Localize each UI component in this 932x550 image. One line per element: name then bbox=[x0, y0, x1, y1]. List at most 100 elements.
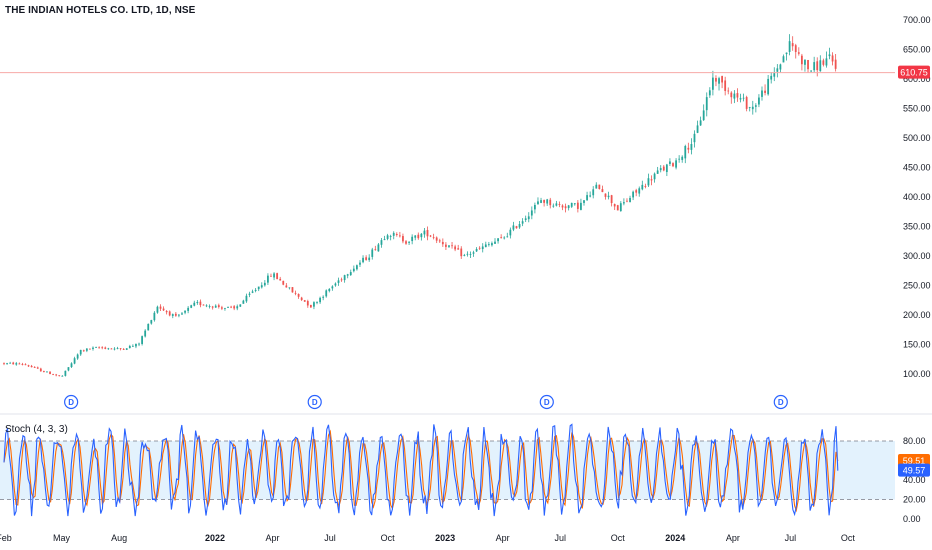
candle-body bbox=[813, 62, 816, 71]
candle-body bbox=[356, 265, 358, 270]
candle-body bbox=[512, 225, 515, 230]
candle-body bbox=[300, 297, 303, 301]
candle-body bbox=[276, 273, 279, 280]
time-tick-label: 2023 bbox=[435, 533, 455, 543]
time-tick-label: Aug bbox=[111, 533, 127, 543]
candle-body bbox=[211, 306, 214, 308]
candle-body bbox=[589, 195, 592, 197]
candle-body bbox=[475, 249, 478, 252]
candle-body bbox=[110, 348, 113, 350]
candle-body bbox=[135, 344, 137, 347]
candle-body bbox=[119, 348, 122, 350]
candle-body bbox=[196, 302, 199, 304]
candle-body bbox=[55, 374, 58, 376]
price-tick-label: 200.00 bbox=[903, 310, 931, 320]
last-price-tag-bg bbox=[898, 65, 930, 79]
candle-body bbox=[705, 97, 708, 111]
candle-body bbox=[727, 90, 730, 92]
candle-body bbox=[681, 156, 684, 160]
candle-body bbox=[165, 311, 168, 313]
candle-body bbox=[420, 233, 423, 238]
candle-body bbox=[730, 92, 733, 98]
candle-body bbox=[319, 297, 321, 303]
candle-body bbox=[107, 348, 110, 350]
candle-body bbox=[662, 166, 665, 171]
candle-body bbox=[530, 210, 533, 216]
candle-body bbox=[15, 363, 18, 365]
candle-body bbox=[644, 185, 647, 187]
candle-body bbox=[831, 55, 834, 62]
stoch-tick-label: 0.00 bbox=[903, 514, 921, 524]
candle-body bbox=[546, 199, 549, 204]
candle-body bbox=[429, 235, 432, 237]
candle-body bbox=[696, 125, 699, 133]
candle-body bbox=[116, 348, 119, 350]
price-tick-label: 700.00 bbox=[903, 15, 931, 25]
candle-body bbox=[518, 224, 521, 228]
candle-body bbox=[273, 273, 275, 278]
candle-body bbox=[742, 97, 745, 99]
candle-body bbox=[138, 343, 140, 345]
price-tick-label: 600.00 bbox=[903, 74, 931, 84]
candle-body bbox=[534, 204, 536, 210]
dividend-marker: D bbox=[307, 394, 322, 410]
candle-body bbox=[417, 234, 420, 239]
candle-body bbox=[168, 311, 171, 316]
candle-body bbox=[3, 363, 5, 365]
stoch-d-tag-label: 59.51 bbox=[903, 456, 926, 466]
candle-body bbox=[761, 90, 763, 97]
candle-body bbox=[113, 348, 116, 350]
candle-body bbox=[368, 257, 371, 261]
candle-body bbox=[828, 54, 831, 57]
stochastic-pane[interactable] bbox=[0, 423, 895, 517]
candle-body bbox=[619, 203, 622, 211]
candle-body bbox=[524, 218, 527, 220]
candle-body bbox=[12, 362, 15, 365]
candle-body bbox=[675, 160, 677, 168]
stoch-k-tag-label: 49.57 bbox=[903, 466, 926, 476]
stoch-tick-label: 80.00 bbox=[903, 436, 926, 446]
candle-body bbox=[432, 237, 435, 239]
candle-body bbox=[405, 241, 407, 244]
candle-body bbox=[438, 240, 441, 242]
candle-body bbox=[294, 292, 297, 294]
time-tick-label: Feb bbox=[0, 533, 12, 543]
candle-body bbox=[739, 98, 742, 100]
price-tick-label: 400.00 bbox=[903, 192, 931, 202]
dividend-marker-label: D bbox=[778, 398, 784, 407]
candle-body bbox=[613, 204, 616, 207]
candle-body bbox=[690, 144, 693, 150]
price-tick-label: 250.00 bbox=[903, 281, 931, 291]
candle-body bbox=[555, 203, 558, 206]
candle-body bbox=[67, 367, 70, 371]
candle-body bbox=[834, 59, 837, 69]
time-tick-label: Oct bbox=[841, 533, 856, 543]
candle-body bbox=[306, 301, 309, 306]
time-axis[interactable]: Feb May Aug 2022 Apr Jul Oct 2023 Apr Jul Oct 2024 A… bbox=[0, 533, 855, 543]
price-axis[interactable]: 100.00 150.00 200.00 250.00 300.00 350.00 400.… bbox=[903, 15, 931, 379]
candle-body bbox=[607, 195, 610, 198]
candle-body bbox=[49, 371, 51, 375]
candle-body bbox=[131, 345, 134, 347]
candle-body bbox=[472, 252, 475, 254]
price-tick-label: 350.00 bbox=[903, 222, 931, 232]
candle-body bbox=[334, 283, 337, 286]
candle-body bbox=[549, 199, 552, 206]
candle-body bbox=[184, 310, 186, 313]
candle-body bbox=[748, 107, 751, 108]
time-tick-label: Oct bbox=[381, 533, 396, 543]
candle-body bbox=[156, 306, 159, 313]
candle-body bbox=[147, 323, 150, 331]
dividend-marker: D bbox=[539, 394, 554, 410]
candle-body bbox=[487, 244, 490, 246]
candle-body bbox=[785, 52, 788, 55]
candle-body bbox=[638, 188, 641, 194]
candle-body bbox=[779, 64, 782, 70]
candle-body bbox=[202, 304, 205, 306]
candle-body bbox=[386, 235, 389, 239]
candle-body bbox=[807, 59, 809, 70]
indicator-title: Stoch (4, 3, 3) bbox=[5, 424, 68, 435]
